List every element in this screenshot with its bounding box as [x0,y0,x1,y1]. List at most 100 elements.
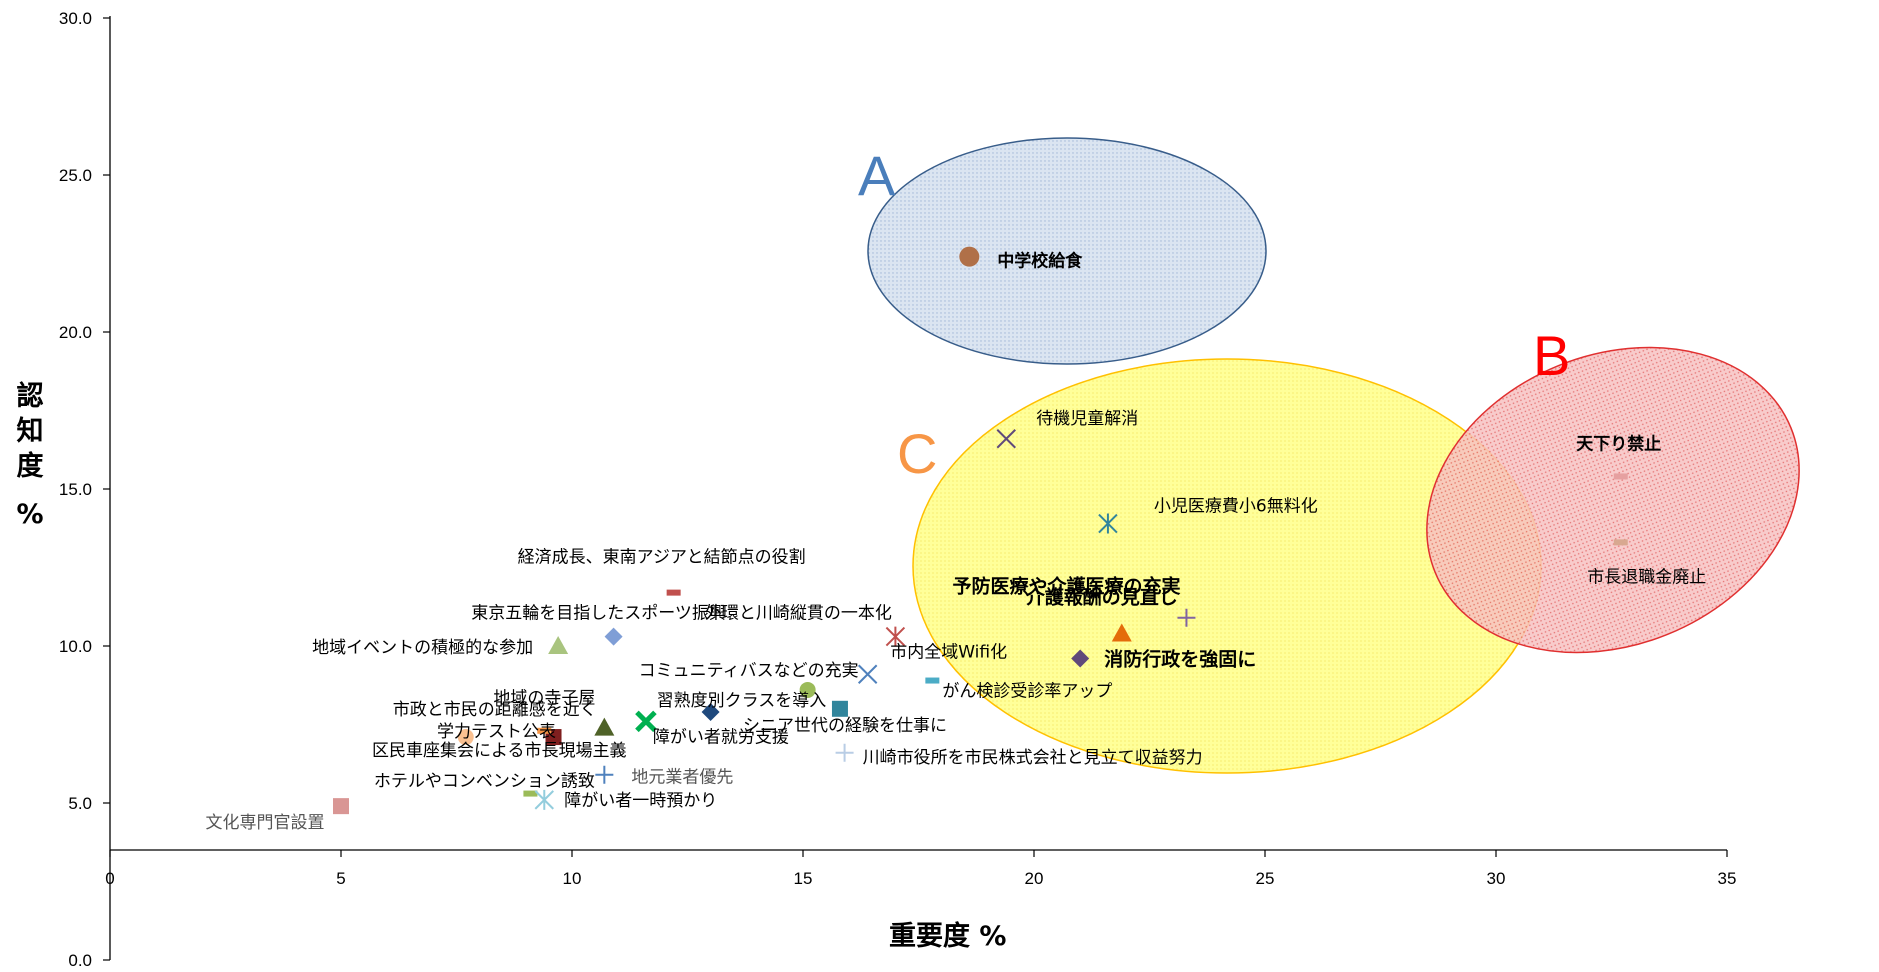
point-label: 待機児童解消 [1036,409,1138,429]
data-point [799,681,816,698]
point-label: 学力テスト公表 [437,722,556,742]
y-tick-label: 5.0 [68,794,92,813]
point-label: 介護報酬の見直し [1025,585,1178,608]
point-dash-marker [537,727,552,734]
x-tick-label: 20 [1025,869,1044,888]
point-dash-marker [1613,473,1628,480]
data-point [635,710,657,733]
axes: 0.0 5.0 10.0 15.0 20.0 25.0 30.0 0 5 10 15 20 25 30 3… [16,9,1736,970]
point-asterisk-marker [534,789,554,810]
y-axis-title-char: 度 [17,450,44,482]
point-label: コミュニティバスなどの充実 [639,661,859,681]
x-tick-label: 5 [336,869,345,888]
point-triangle-marker [594,717,615,736]
point-label: 中学校給食 [997,251,1083,272]
point-label: 川崎市役所を市民株式会社と見立て収益努力 [863,748,1203,768]
point-asterisk-marker [885,626,906,647]
point-label: 市政と市民の距離感を近く [393,700,597,720]
point-x-marker [996,429,1016,449]
point-triangle-marker [548,636,569,654]
point-dash-marker [1613,539,1628,546]
region-letters: A B C [858,144,1570,485]
y-tick-label: 20.0 [59,323,92,342]
x-tick-label: 15 [794,869,813,888]
x-tick-label: 30 [1487,869,1506,888]
data-point [548,636,569,654]
data-points [333,246,1628,815]
region-b-ellipse [1426,346,1800,654]
data-point [595,765,614,784]
y-axis-title: 認知度% [16,380,43,530]
region-b-letter: B [1533,324,1570,387]
region-a-ellipse [867,137,1267,365]
point-label: 習熟度別クラスを導入 [657,690,827,711]
point-square-marker [831,700,848,717]
point-label: シニア世代の経験を仕事に [743,716,947,736]
data-point [666,589,681,596]
point-circle-marker [457,729,474,746]
data-point [1098,513,1118,534]
x-tick-group: 0 5 10 15 20 25 30 35 [105,850,1736,888]
data-point [831,700,848,717]
y-tick-label: 30.0 [59,9,92,28]
point-square-marker [333,798,349,815]
y-tick-label: 10.0 [59,637,92,656]
data-point [333,798,349,815]
y-tick-label: 15.0 [59,480,92,499]
x-axis-title: 重要度 % [889,920,1006,952]
point-x-marker [635,710,657,733]
point-label: 地域イベントの積極的な参加 [312,638,533,658]
data-point [1111,623,1132,642]
data-point [604,627,623,646]
point-dash-marker [925,677,940,684]
point-dash-marker [666,589,681,596]
x-tick-label: 25 [1256,869,1275,888]
point-label: 天下り禁止 [1576,433,1661,454]
point-label: 市長退職金廃止 [1587,567,1706,587]
point-x-marker [857,664,878,684]
point-label: 障がい者就労支援 [653,727,789,747]
data-point [594,717,615,736]
data-labels: 中学校給食待機児童解消小児医療費小6無料化予防医療や介護医療の充実介護報酬の見直… [206,251,1707,834]
data-point [457,729,474,746]
data-point [959,246,980,267]
point-label: ホテルやコンベンション誘致 [374,772,595,792]
x-tick-label: 10 [563,869,582,888]
data-point [857,664,878,684]
point-diamond-marker [1071,649,1090,668]
y-tick-label: 25.0 [59,166,92,185]
point-triangle-marker [1111,623,1132,642]
data-point [1613,473,1628,480]
point-label: 経済成長、東南アジアと結節点の役割 [518,548,806,568]
data-point [835,743,854,762]
point-circle-marker [959,246,980,267]
region-a-letter: A [858,144,896,207]
data-point [537,727,552,734]
point-label: 市内全域Wifi化 [890,642,1007,662]
point-diamond-marker [701,702,720,721]
data-point [885,626,906,647]
data-point [534,789,554,810]
point-label: 地元業者優先 [631,768,733,788]
point-plus-marker [1177,608,1196,627]
point-plus-marker [835,743,854,762]
data-point [701,702,720,721]
region-c-letter: C [897,422,937,485]
point-diamond-marker [604,627,623,646]
x-tick-label: 0 [105,869,114,888]
point-dash-marker [523,790,538,797]
y-axis-title-char: % [16,499,43,530]
point-label: がん検診受診率アップ [942,682,1112,702]
point-label: 外環と川崎縦貫の一本化 [705,604,892,624]
y-tick-group: 0.0 5.0 10.0 15.0 20.0 25.0 30.0 [59,9,110,970]
point-plus-marker [595,765,614,784]
point-label: 消防行政を強固に [1104,648,1256,671]
point-label: 予防医療や介護医療の充実 [952,575,1180,598]
y-axis-title-char: 認 [17,380,44,412]
data-point [925,677,940,684]
data-point [1071,649,1090,668]
point-label: 障がい者一時預かり [564,791,717,811]
y-tick-label: 0.0 [68,951,92,970]
point-label: 小児医療費小6無料化 [1154,497,1318,517]
